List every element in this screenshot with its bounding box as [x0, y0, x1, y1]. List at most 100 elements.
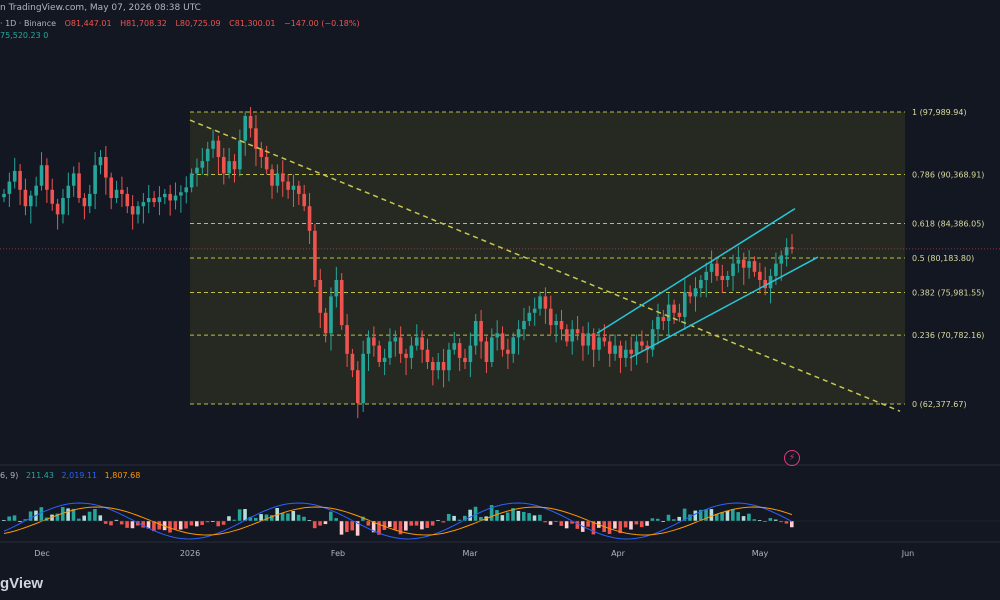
macd-hist-bar: [152, 521, 156, 532]
fib-label-6: 0 (62,377.67): [912, 400, 967, 409]
macd-hist-bar: [302, 516, 306, 521]
candle-body: [436, 361, 441, 371]
candle-body: [752, 261, 757, 272]
symbol-label: · 1D · Binance: [0, 19, 57, 28]
macd-hist-bar: [634, 521, 639, 525]
macd-hist-bar: [521, 511, 526, 521]
candle-body: [141, 202, 146, 207]
candle-body: [50, 189, 55, 204]
macd-hist-bar: [328, 511, 333, 521]
channel-lower: [629, 256, 819, 359]
macd-hist-bar: [7, 516, 11, 521]
candle-body: [624, 349, 628, 358]
macd-hist-bar: [613, 521, 617, 529]
candle-body: [677, 312, 682, 317]
macd-hist-bar: [103, 521, 108, 524]
candle-body: [532, 308, 537, 313]
macd-hist-bar: [345, 521, 349, 533]
macd-hist-bar: [248, 516, 253, 521]
macd-hist-bar: [39, 507, 44, 521]
macd-hist-bar: [280, 513, 285, 521]
candle-body: [575, 329, 580, 334]
macd-params: 6, 9): [0, 471, 19, 480]
candle-body: [597, 337, 601, 350]
candle-body: [366, 337, 371, 354]
candle-body: [189, 173, 194, 188]
macd-hist-bar: [666, 514, 671, 521]
macd-hist-bar: [286, 513, 290, 521]
candle-body: [393, 337, 398, 342]
candle-body: [200, 161, 205, 168]
candle-body: [586, 333, 591, 346]
macd-hist-bar: [548, 521, 553, 525]
macd-hist-bar: [554, 521, 558, 522]
candle-body: [650, 329, 655, 350]
candle-body: [645, 345, 650, 350]
macd-hist-bar: [12, 515, 17, 521]
low-value: L80,725.09: [175, 19, 221, 28]
macd-hist-bar: [211, 521, 215, 522]
candle-body: [280, 173, 285, 182]
macd-hist-bar: [661, 521, 665, 522]
macd-hist-bar: [714, 514, 719, 521]
candle-body: [195, 167, 199, 174]
macd-hist-bar: [672, 519, 676, 521]
time-label-0: Dec: [34, 549, 49, 558]
macd-hist-bar: [382, 521, 387, 530]
candle-body: [468, 345, 473, 362]
candle-body: [441, 361, 446, 371]
macd-line: [3, 502, 793, 540]
macd-hist-bar: [709, 509, 714, 521]
macd-hist-bar: [446, 513, 451, 521]
macd-hist-bar: [414, 521, 419, 526]
candle-body: [704, 271, 709, 281]
macd-hist-bar: [607, 521, 612, 534]
macd-hist-bar: [291, 511, 296, 521]
candle-body: [355, 370, 360, 403]
candle-body: [699, 280, 703, 289]
macd-hist-bar: [489, 505, 494, 521]
candle-body: [286, 181, 290, 190]
macd-hist-bar: [371, 521, 376, 533]
candle-body: [98, 157, 103, 166]
indicator-value: 75,520.23 0: [0, 31, 49, 40]
candle-body: [168, 193, 172, 201]
macd-hist-bar: [629, 521, 633, 530]
macd-hist-bar: [393, 521, 397, 530]
candle-body: [382, 357, 387, 362]
macd-signal-value: 1,807.68: [104, 471, 141, 480]
candle-body: [693, 288, 698, 297]
time-label-2: Feb: [331, 549, 345, 558]
candle-body: [339, 280, 344, 326]
fib-label-0: 1 (97,989.94): [912, 108, 967, 117]
macd-hist-bar: [114, 519, 119, 521]
macd-hist-bar: [82, 515, 87, 521]
macd-hist-bar: [420, 521, 424, 530]
macd-hist-bar: [189, 521, 194, 526]
macd-hist-bar: [146, 521, 151, 529]
candle-body: [146, 198, 151, 203]
candle-body: [398, 337, 403, 354]
candle-body: [87, 193, 92, 207]
lightning-icon[interactable]: ⚡: [784, 450, 800, 466]
candle-body: [372, 337, 376, 346]
candle-body: [725, 275, 730, 281]
candle-body: [500, 333, 505, 350]
candle-body: [715, 263, 719, 276]
macd-hist-bar: [50, 514, 54, 521]
candle-body: [275, 173, 280, 186]
macd-hist-bar: [227, 516, 231, 521]
macd-hist-bar: [205, 521, 210, 523]
macd-hist-bar: [511, 508, 515, 521]
macd-hist-bar: [457, 519, 462, 521]
candle-body: [243, 116, 248, 141]
macd-hist-bar: [527, 513, 531, 521]
candle-body: [463, 357, 467, 362]
macd-hist-bar: [184, 521, 188, 529]
macd-hist-bar: [200, 521, 204, 525]
tradingview-logo: gView: [0, 575, 44, 592]
macd-hist-bar: [23, 519, 28, 521]
candle-body: [565, 329, 569, 342]
candle-body: [329, 296, 333, 334]
